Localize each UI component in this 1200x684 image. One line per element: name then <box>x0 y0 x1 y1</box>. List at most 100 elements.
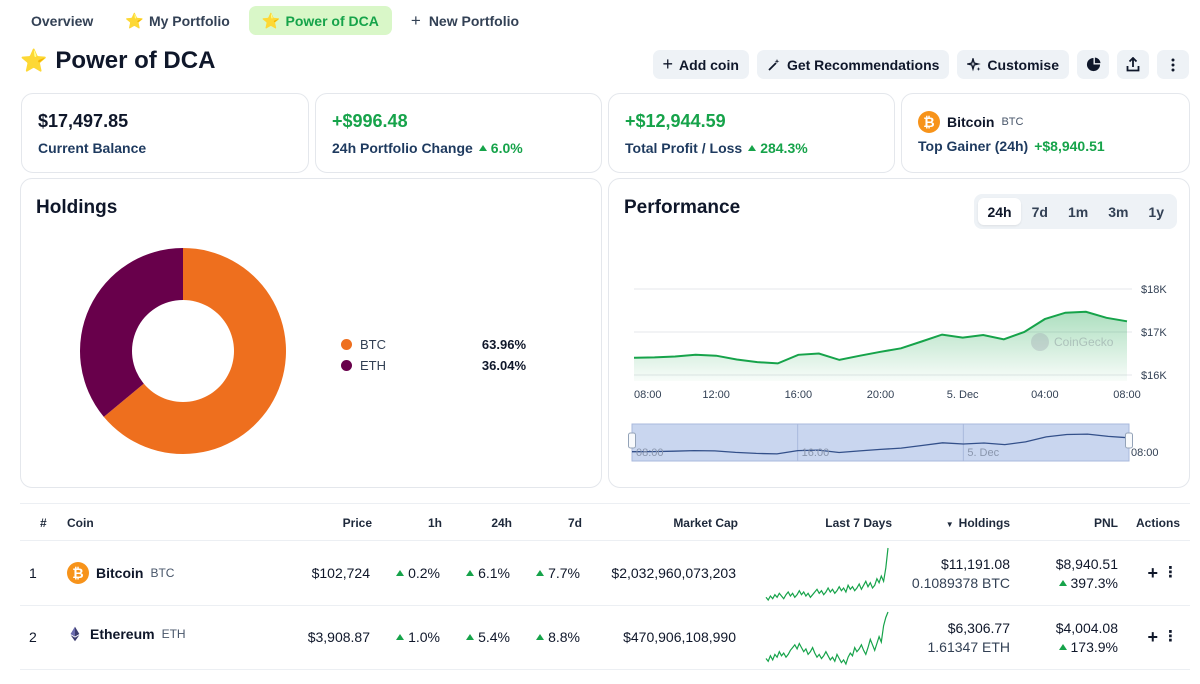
current-balance-label: Current Balance <box>38 140 147 156</box>
customise-button[interactable]: Customise <box>957 50 1069 79</box>
table-row[interactable]: 1 ₿ Bitcoin BTC $102,724 0.2% 6.1% 7.7% … <box>20 542 1190 606</box>
page-title: ⭐ Power of DCA <box>20 47 215 75</box>
row-market-cap: $470,906,108,990 <box>623 629 736 645</box>
row-more-button[interactable]: ⋮ <box>1163 628 1178 645</box>
row-more-button[interactable]: ⋮ <box>1163 564 1178 581</box>
arrow-up-icon <box>1058 644 1067 650</box>
legend-item-btc[interactable]: BTC 63.96% <box>341 334 526 355</box>
row-coin[interactable]: Ethereum ETH <box>67 626 186 642</box>
share-icon <box>1126 57 1140 72</box>
col-7d[interactable]: 7d <box>567 516 582 530</box>
arrow-up-icon <box>536 634 545 640</box>
row-pnl-value: $8,940.51 <box>1055 556 1118 572</box>
range-24h[interactable]: 24h <box>978 198 1021 225</box>
x-tick-label: 20:00 <box>867 389 895 401</box>
portfolio-change-percent: 6.0% <box>478 140 523 156</box>
row-rank: 1 <box>29 565 37 581</box>
get-recommendations-button[interactable]: Get Recommendations <box>756 50 950 79</box>
col-price[interactable]: Price <box>342 516 372 530</box>
row-rank: 2 <box>29 629 37 645</box>
y-tick-label: $18K <box>1141 284 1167 296</box>
top-gainer-value: +$8,940.51 <box>1034 138 1105 154</box>
row-price: $3,908.87 <box>307 629 370 645</box>
row-pnl-percent: 173.9% <box>1058 639 1118 655</box>
row-sparkline <box>765 547 889 602</box>
tab-power-of-dca[interactable]: ⭐ Power of DCA <box>248 6 392 35</box>
range-1m[interactable]: 1m <box>1067 203 1089 220</box>
tab-overview[interactable]: Overview <box>31 12 94 29</box>
legend-dot-btc <box>341 339 352 350</box>
row-holdings-amount: 1.61347 ETH <box>927 639 1011 655</box>
coingecko-watermark: CoinGecko <box>1031 333 1114 351</box>
holdings-donut-chart <box>79 248 286 454</box>
row-holdings-value: $11,191.08 <box>940 556 1010 572</box>
navigator-tick-label: 5. Dec <box>967 447 999 459</box>
range-7d[interactable]: 7d <box>1031 203 1048 220</box>
star-icon: ⭐ <box>20 48 48 73</box>
row-holdings-amount: 0.1089378 BTC <box>911 575 1010 591</box>
range-1y[interactable]: 1y <box>1148 203 1164 220</box>
pie-chart-icon <box>1086 57 1101 72</box>
performance-chart[interactable]: $18K $17K $16K CoinGecko 08:00 12:00 16:00 20:0… <box>609 179 1189 479</box>
col-1h[interactable]: 1h <box>427 516 442 530</box>
x-tick-label: 16:00 <box>785 389 813 401</box>
arrow-up-icon <box>396 570 405 576</box>
col-holdings[interactable]: ▼ Holdings <box>945 516 1010 530</box>
top-gainer-coin[interactable]: ₿ Bitcoin BTC <box>918 111 1023 133</box>
magic-wand-icon <box>768 58 780 71</box>
row-7d-change: 8.8% <box>536 629 580 645</box>
x-tick-label: 5. Dec <box>947 389 979 401</box>
tab-new-portfolio[interactable]: + New Portfolio <box>410 10 520 30</box>
donut-slice-eth[interactable] <box>79 248 183 417</box>
bitcoin-logo-icon: ₿ <box>67 562 89 584</box>
star-icon: ⭐ <box>261 12 281 30</box>
sparkline-path <box>765 547 889 602</box>
y-tick-label: $17K <box>1141 327 1167 339</box>
col-pnl[interactable]: PNL <box>1094 516 1118 530</box>
col-last-7-days: Last 7 Days <box>825 516 892 530</box>
page-title-text: Power of DCA <box>55 47 216 74</box>
plus-icon: + <box>662 54 674 74</box>
coingecko-logo-icon <box>1031 333 1049 351</box>
share-button[interactable] <box>1117 50 1149 79</box>
top-gainer-label: Top Gainer (24h) +$8,940.51 <box>918 138 1105 154</box>
portfolio-change-label: 24h Portfolio Change 6.0% <box>332 140 523 156</box>
more-options-button[interactable] <box>1157 50 1189 79</box>
current-balance-card: $17,497.85 Current Balance <box>21 93 309 173</box>
row-holdings-value: $6,306.77 <box>947 620 1010 636</box>
range-3m[interactable]: 3m <box>1108 203 1129 220</box>
plus-icon: + <box>410 10 421 30</box>
performance-area <box>634 311 1127 381</box>
row-24h-change: 6.1% <box>466 565 510 581</box>
performance-title: Performance <box>624 197 741 218</box>
x-tick-label: 04:00 <box>1031 389 1059 401</box>
portfolio-tabs: Overview ⭐ My Portfolio ⭐ Power of DCA + Ne… <box>18 6 532 35</box>
legend-item-eth[interactable]: ETH 36.04% <box>341 355 526 376</box>
arrow-up-icon <box>396 634 405 640</box>
donut-slice-btc[interactable] <box>103 248 286 454</box>
portfolio-change-value: +$996.48 <box>332 111 408 131</box>
row-coin[interactable]: ₿ Bitcoin BTC <box>67 562 174 584</box>
tab-my-portfolio[interactable]: ⭐ My Portfolio <box>125 12 230 30</box>
add-transaction-button[interactable]: + <box>1147 563 1158 583</box>
col-coin[interactable]: Coin <box>67 516 94 530</box>
add-transaction-button[interactable]: + <box>1147 627 1158 647</box>
col-24h[interactable]: 24h <box>491 516 512 530</box>
table-row[interactable]: 2 Ethereum ETH $3,908.87 1.0% 5.4% 8.8% … <box>20 606 1190 670</box>
navigator-handle[interactable] <box>628 432 636 449</box>
ethereum-logo-icon <box>70 626 80 642</box>
star-icon: ⭐ <box>125 12 144 30</box>
row-1h-change: 0.2% <box>396 565 440 581</box>
col-rank[interactable]: # <box>40 516 47 530</box>
arrow-up-icon <box>466 570 475 576</box>
col-market-cap[interactable]: Market Cap <box>673 516 738 530</box>
arrow-up-icon <box>748 145 757 151</box>
total-profit-label: Total Profit / Loss 284.3% <box>625 140 808 156</box>
x-tick-label: 08:00 <box>634 389 662 401</box>
pie-chart-button[interactable] <box>1077 50 1109 79</box>
performance-line <box>633 310 1128 365</box>
add-coin-button[interactable]: + Add coin <box>652 50 749 79</box>
navigator-window[interactable] <box>631 423 1130 462</box>
navigator-handle[interactable] <box>1125 432 1133 449</box>
sparkles-icon <box>967 57 982 71</box>
